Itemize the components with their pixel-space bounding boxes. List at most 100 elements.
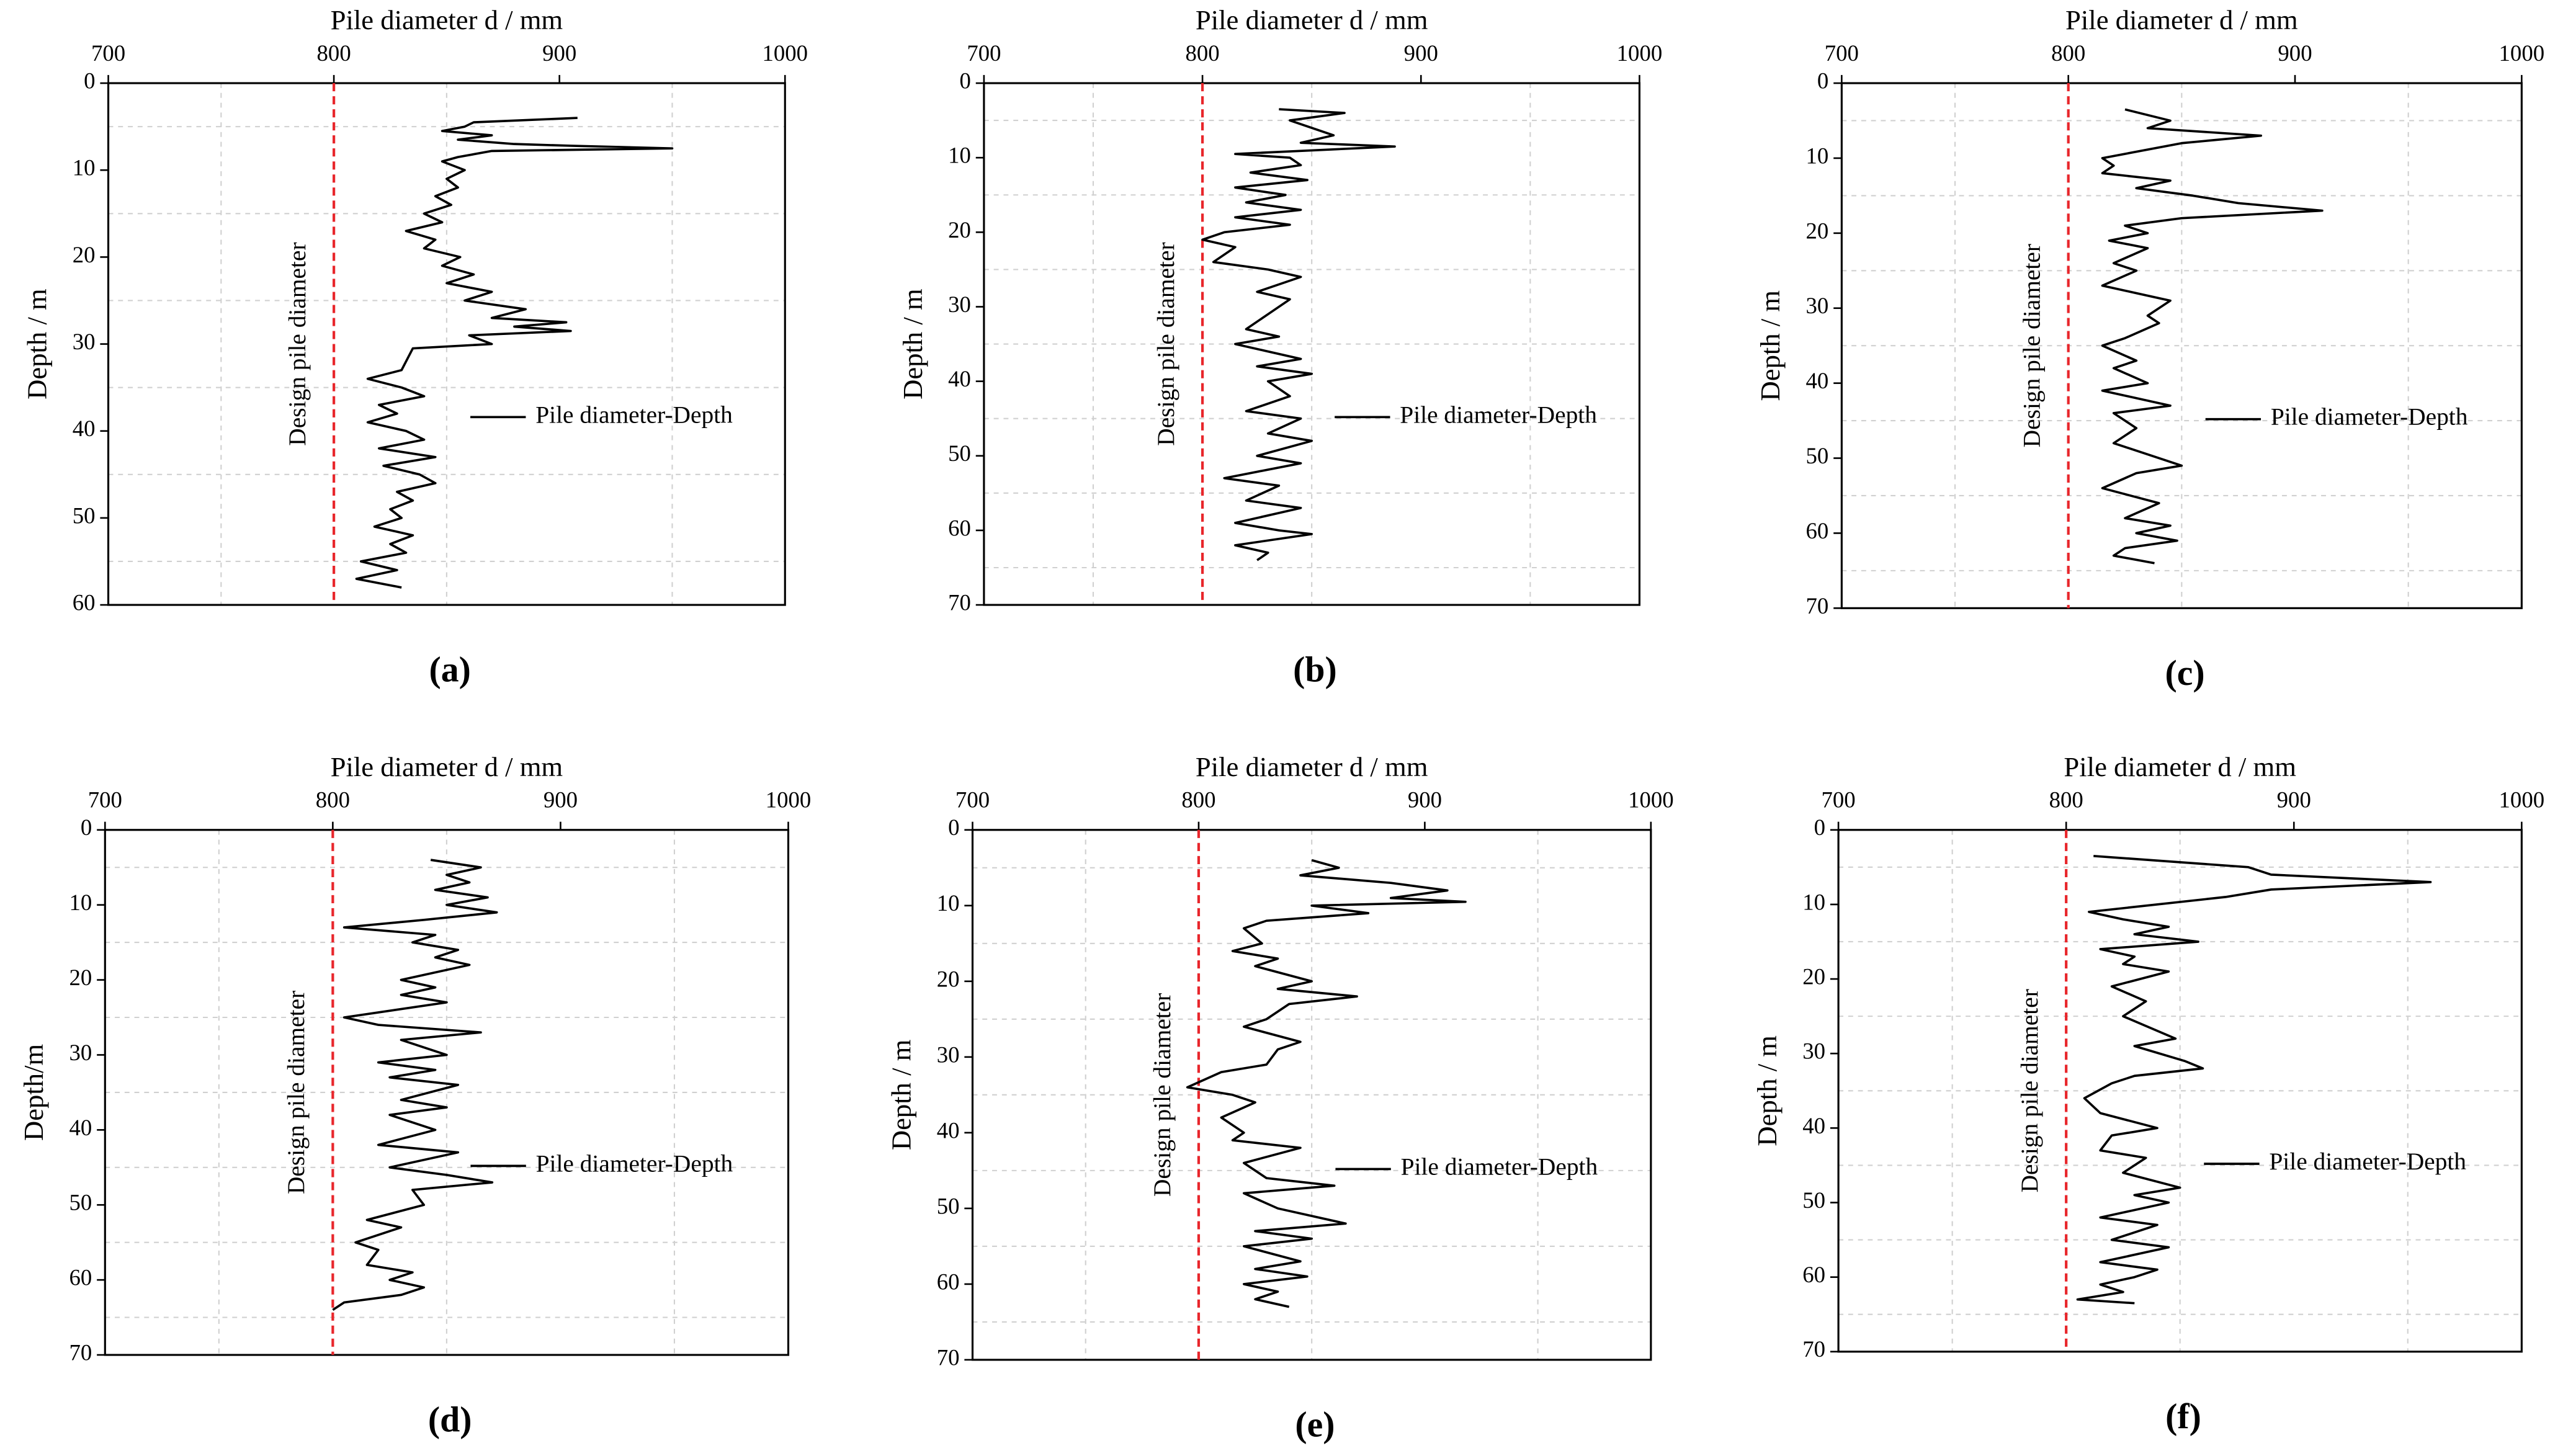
y-axis-title: Depth / m (897, 288, 928, 400)
y-tick-label: 50 (948, 440, 971, 466)
y-tick-label: 10 (1802, 889, 1825, 914)
y-tick-label: 0 (1817, 68, 1828, 93)
data-line (355, 117, 674, 589)
x-tick-label: 700 (1822, 787, 1856, 813)
y-tick-label: 50 (937, 1193, 960, 1218)
plot-frame (107, 82, 786, 606)
y-axis-title: Depth / m (1755, 290, 1786, 401)
y-tick-label: 70 (948, 590, 971, 615)
legend-label: Pile diameter-Depth (1401, 1153, 1598, 1180)
caption: (e) (1295, 1405, 1335, 1445)
y-tick-label: 50 (73, 502, 96, 528)
x-axis-title: Pile diameter d / mm (2065, 4, 2298, 35)
y-tick-label: 0 (84, 68, 95, 93)
x-tick-label: 900 (1404, 40, 1438, 66)
caption: (b) (1293, 650, 1337, 690)
y-axis-title: Depth / m (21, 288, 52, 400)
y-tick-label: 60 (1806, 518, 1829, 543)
caption: (a) (429, 650, 470, 690)
x-tick-label: 900 (544, 787, 578, 813)
x-axis-title: Pile diameter d / mm (331, 751, 563, 782)
x-tick-label: 900 (2277, 787, 2311, 813)
x-tick-label: 800 (1181, 787, 1215, 813)
panel: 700 800 900 1000 0 10 20 30 40 50 60 70 Pile diamete… (1755, 4, 2544, 693)
y-tick-label: 20 (1802, 963, 1825, 989)
x-tick-label: 800 (2051, 40, 2085, 66)
panel: 700 800 900 1000 0 10 20 30 40 50 60 70 Pile diamete… (885, 751, 1673, 1445)
y-tick-label: 20 (937, 966, 960, 991)
y-tick-label: 10 (948, 143, 971, 168)
panel: 700 800 900 1000 0 10 20 30 40 50 60 Pile diameter … (21, 4, 808, 690)
reference-label: Design pile diameter (284, 242, 311, 445)
data-line (2076, 854, 2432, 1305)
y-tick-label: 20 (1806, 218, 1829, 243)
y-tick-label: 70 (937, 1344, 960, 1370)
y-tick-label: 40 (69, 1115, 92, 1140)
y-tick-label: 0 (959, 68, 970, 93)
y-tick-label: 0 (948, 815, 959, 840)
x-tick-label: 1000 (1628, 787, 1674, 813)
plot-frame (971, 829, 1652, 1361)
panel: 700 800 900 1000 0 10 20 30 40 50 60 70 Pile diamete… (18, 751, 811, 1440)
reference-label: Design pile diameter (2018, 244, 2046, 447)
x-tick-label: 1000 (766, 787, 812, 813)
y-tick-label: 20 (69, 965, 92, 990)
y-tick-label: 60 (73, 590, 96, 615)
x-tick-label: 800 (316, 787, 350, 813)
x-tick-label: 700 (955, 787, 990, 813)
x-tick-label: 700 (88, 787, 122, 813)
y-tick-label: 50 (69, 1190, 92, 1215)
x-tick-label: 900 (2278, 40, 2312, 66)
y-tick-label: 60 (937, 1269, 960, 1294)
y-tick-label: 50 (1802, 1187, 1825, 1213)
x-tick-label: 900 (542, 40, 576, 66)
reference-label: Design pile diameter (1148, 993, 1176, 1197)
legend-label: Pile diameter-Depth (2269, 1148, 2466, 1175)
y-tick-label: 60 (1802, 1262, 1825, 1287)
legend-label: Pile diameter-Depth (2271, 403, 2468, 431)
y-axis-title: Depth / m (885, 1039, 916, 1150)
x-tick-label: 1000 (762, 40, 808, 66)
y-tick-label: 20 (948, 217, 971, 243)
plot-frame (1837, 829, 2523, 1353)
caption: (f) (2165, 1396, 2201, 1436)
legend-label: Pile diameter-Depth (1400, 401, 1597, 428)
x-tick-label: 1000 (2499, 40, 2545, 66)
x-axis-title: Pile diameter d / mm (1196, 751, 1428, 782)
y-tick-label: 30 (73, 329, 96, 354)
y-tick-label: 30 (948, 292, 971, 317)
y-tick-label: 30 (1806, 293, 1829, 318)
y-tick-label: 70 (1802, 1336, 1825, 1362)
y-tick-label: 40 (1802, 1113, 1825, 1138)
caption: (d) (428, 1400, 472, 1440)
x-axis-title: Pile diameter d / mm (2064, 751, 2296, 782)
plot-frame (983, 82, 1641, 606)
y-tick-label: 60 (948, 515, 971, 540)
plot-frame (1840, 82, 2523, 609)
y-tick-label: 40 (937, 1117, 960, 1143)
legend-label: Pile diameter-Depth (535, 401, 733, 428)
x-tick-label: 800 (1186, 40, 1220, 66)
x-tick-label: 700 (967, 40, 1001, 66)
reference-label: Design pile diameter (1152, 242, 1179, 445)
panel: 700 800 900 1000 0 10 20 30 40 50 60 70 Pile diamete… (897, 4, 1662, 690)
y-tick-label: 40 (73, 416, 96, 441)
x-tick-label: 700 (1825, 40, 1859, 66)
y-tick-label: 10 (937, 890, 960, 916)
data-line (332, 859, 498, 1311)
x-tick-label: 1000 (1617, 40, 1663, 66)
y-tick-label: 10 (73, 155, 96, 181)
y-tick-label: 30 (937, 1042, 960, 1067)
legend-label: Pile diameter-Depth (536, 1150, 733, 1177)
x-tick-label: 1000 (2499, 787, 2545, 813)
y-tick-label: 0 (81, 815, 92, 840)
x-axis-title: Pile diameter d / mm (1196, 4, 1428, 35)
y-tick-label: 10 (1806, 143, 1829, 168)
y-tick-label: 60 (69, 1265, 92, 1290)
y-tick-label: 70 (69, 1339, 92, 1365)
y-tick-label: 50 (1806, 443, 1829, 468)
y-tick-label: 30 (69, 1040, 92, 1065)
reference-label: Design pile diameter (2016, 989, 2043, 1192)
